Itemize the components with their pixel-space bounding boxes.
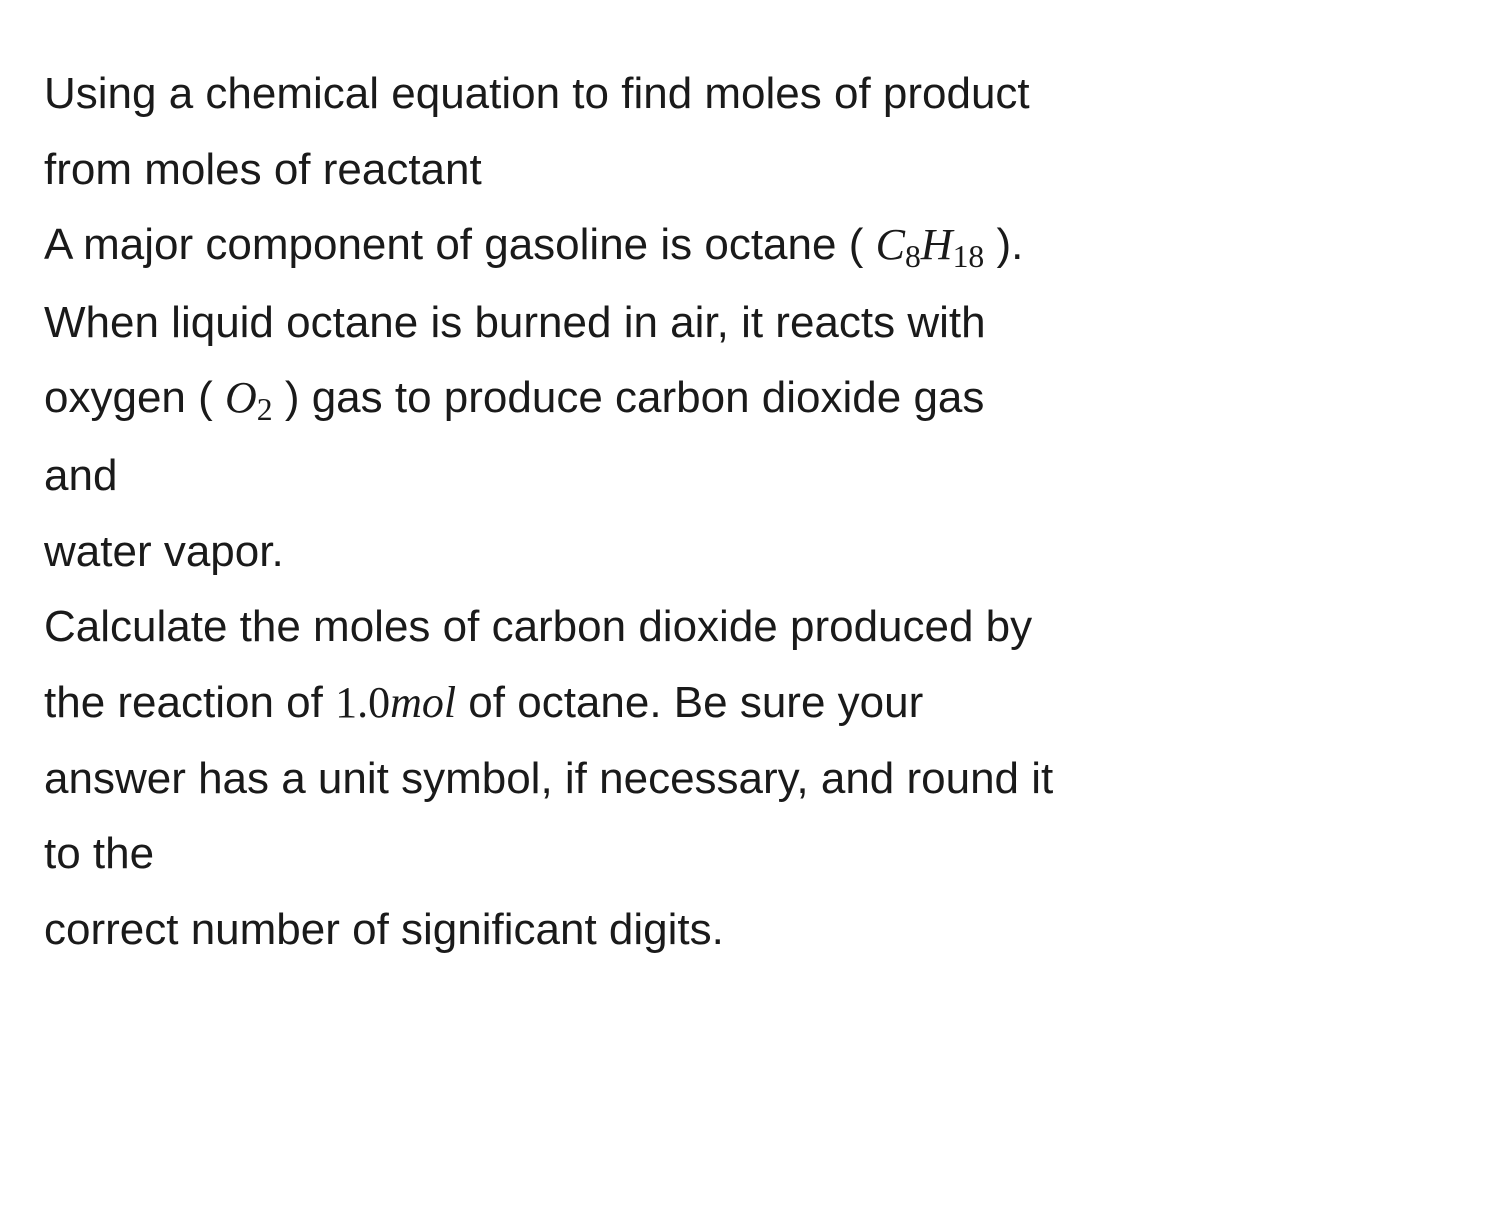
formula-octane: C8H18 xyxy=(876,220,985,269)
p1-line3-pre: oxygen ( xyxy=(44,373,225,422)
octane-C: C xyxy=(876,220,905,269)
p2-line-5: correct number of significant digits. xyxy=(44,892,1456,968)
p1-line-5: water vapor. xyxy=(44,514,1456,590)
p1-pre-formula: A major component of gasoline is octane … xyxy=(44,220,876,269)
p2-line-3: answer has a unit symbol, if necessary, … xyxy=(44,741,1456,817)
p1-post-formula: ). xyxy=(984,220,1023,269)
quantity: 1.0mol xyxy=(335,678,456,727)
o2-O-sub: 2 xyxy=(257,392,273,427)
formula-o2: O2 xyxy=(225,373,273,422)
heading-line-2: from moles of reactant xyxy=(44,132,1456,208)
p1-line-1: A major component of gasoline is octane … xyxy=(44,207,1456,284)
p1-line3-post: ) gas to produce carbon dioxide gas xyxy=(273,373,985,422)
p2-line2-post: of octane. Be sure your xyxy=(456,678,923,727)
octane-H-sub: 18 xyxy=(953,239,985,274)
heading-line-1: Using a chemical equation to find moles … xyxy=(44,56,1456,132)
octane-C-sub: 8 xyxy=(905,239,921,274)
p1-line-4: and xyxy=(44,438,1456,514)
p1-line-2: When liquid octane is burned in air, it … xyxy=(44,285,1456,361)
qty-value: 1.0 xyxy=(335,678,390,727)
p2-line2-pre: the reaction of xyxy=(44,678,335,727)
p2-line-1: Calculate the moles of carbon dioxide pr… xyxy=(44,589,1456,665)
o2-O: O xyxy=(225,373,257,422)
p1-line-3: oxygen ( O2 ) gas to produce carbon diox… xyxy=(44,360,1456,437)
octane-H: H xyxy=(921,220,953,269)
p2-line-4: to the xyxy=(44,816,1456,892)
qty-unit: mol xyxy=(390,678,456,727)
p2-line-2: the reaction of 1.0mol of octane. Be sur… xyxy=(44,665,1456,741)
problem-text-block: Using a chemical equation to find moles … xyxy=(0,0,1500,1012)
